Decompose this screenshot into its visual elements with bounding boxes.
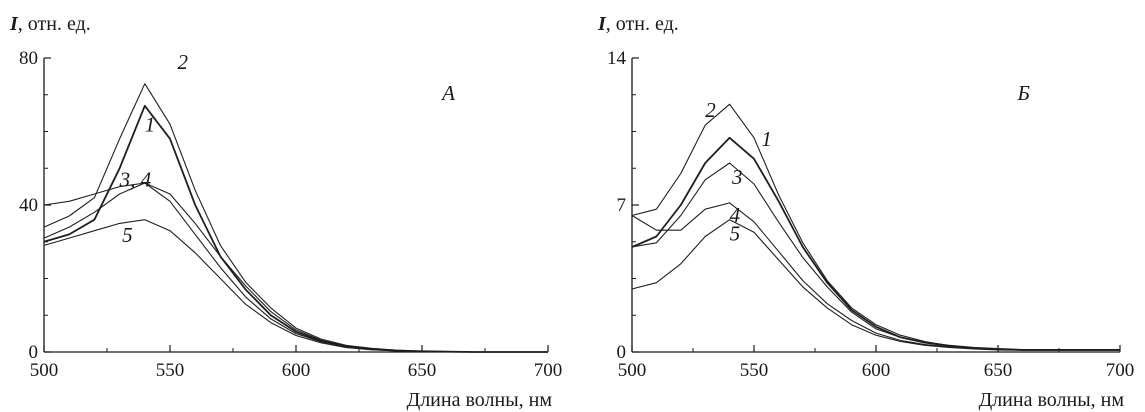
x-tick-label: 500 — [618, 360, 647, 381]
x-tick-label: 600 — [282, 360, 311, 381]
y-tick-label: 40 — [19, 195, 38, 216]
curve-label: 1 — [145, 113, 156, 137]
series-5-line — [43, 219, 548, 353]
x-axis-label: Длина волны, нм — [407, 389, 553, 411]
series-1-line — [631, 136, 1120, 351]
x-tick-label: 700 — [1106, 360, 1135, 381]
y-axis-symbol: I — [9, 13, 19, 35]
curve-label: 4 — [730, 203, 741, 227]
x-tick-label: 700 — [534, 360, 563, 381]
series-3-line — [631, 162, 1120, 351]
curve-label: 5 — [122, 223, 132, 247]
series-5-line — [631, 219, 1120, 351]
series-4-line — [43, 182, 548, 353]
series-4-line — [631, 202, 1120, 351]
panel-label: Б — [1017, 81, 1030, 105]
y-tick-label: 14 — [607, 48, 627, 69]
curve-label: 3, 4 — [119, 168, 152, 192]
curve-label: 1 — [761, 127, 772, 151]
panel-label: А — [440, 81, 455, 105]
curve-label: 2 — [178, 50, 189, 74]
y-tick-label: 80 — [19, 48, 38, 69]
curve-label: 3 — [731, 165, 743, 189]
x-tick-label: 550 — [156, 360, 185, 381]
y-tick-label: 0 — [617, 342, 627, 363]
y-tick-label: 7 — [617, 195, 627, 216]
series-3-line — [43, 182, 548, 353]
series-2-line — [43, 83, 548, 353]
x-tick-label: 600 — [862, 360, 891, 381]
y-axis-label: I, отн. ед. — [597, 13, 679, 35]
x-tick-label: 550 — [740, 360, 769, 381]
series-2-line — [631, 103, 1120, 351]
curve-label: 5 — [730, 222, 741, 246]
x-tick-label: 650 — [408, 360, 437, 381]
x-tick-label: 500 — [30, 360, 59, 381]
y-axis-label: I, отн. ед. — [9, 13, 91, 35]
y-axis-unit: , отн. ед. — [606, 13, 679, 35]
series-1-line — [43, 104, 548, 353]
x-axis-label: Длина волны, нм — [979, 389, 1125, 411]
x-tick-label: 650 — [984, 360, 1013, 381]
y-tick-label: 0 — [29, 342, 39, 363]
y-axis-unit: , отн. ед. — [18, 13, 91, 35]
curve-label: 2 — [705, 98, 716, 122]
y-axis-symbol: I — [597, 13, 607, 35]
